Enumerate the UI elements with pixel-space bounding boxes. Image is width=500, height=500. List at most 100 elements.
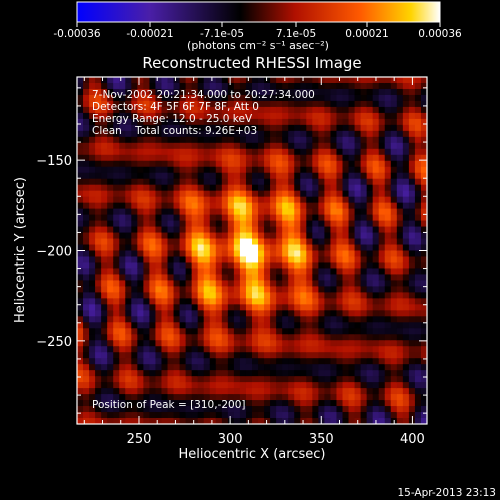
heatmap-cell <box>173 100 181 108</box>
heatmap-cell <box>282 406 289 413</box>
heatmap-cell <box>348 178 356 186</box>
heatmap-cell <box>306 298 313 305</box>
heatmap-cell <box>221 256 229 264</box>
heatmap-cell <box>101 412 108 419</box>
heatmap-cell <box>173 298 181 305</box>
heatmap-cell <box>191 280 199 287</box>
heatmap-cell <box>324 292 332 299</box>
heatmap-cell <box>161 232 169 240</box>
heatmap-cell <box>161 268 169 276</box>
heatmap-cell <box>239 136 247 144</box>
heatmap-cell <box>101 100 108 108</box>
heatmap-cell <box>143 334 151 341</box>
heatmap-cell <box>378 358 386 365</box>
heatmap-cell <box>77 196 84 204</box>
heatmap-cell <box>77 262 84 270</box>
heatmap-cell <box>191 184 199 192</box>
heatmap-cell <box>227 388 235 395</box>
heatmap-cell <box>203 178 211 186</box>
heatmap-cell <box>173 88 181 96</box>
heatmap-cell <box>264 412 271 419</box>
heatmap-cell <box>378 148 386 156</box>
heatmap-cell <box>330 298 338 305</box>
heatmap-cell <box>125 256 132 264</box>
heatmap-cell <box>113 388 120 395</box>
heatmap-cell <box>101 268 108 276</box>
heatmap-cell <box>372 286 380 293</box>
heatmap-cell <box>252 292 259 299</box>
heatmap-cell <box>143 124 151 132</box>
heatmap-cell <box>143 77 151 84</box>
heatmap-cell <box>282 166 289 174</box>
heatmap-cell <box>378 106 386 114</box>
heatmap-cell <box>173 154 181 162</box>
heatmap-cell <box>420 370 427 377</box>
heatmap-cell <box>89 376 96 383</box>
heatmap-cell <box>258 100 265 108</box>
heatmap-cell <box>173 412 181 419</box>
heatmap-cell <box>420 112 427 120</box>
heatmap-cell <box>77 406 84 413</box>
heatmap-cell <box>149 160 157 168</box>
heatmap-cell <box>342 256 350 264</box>
heatmap-cell <box>173 118 181 126</box>
heatmap-cell <box>125 238 132 246</box>
heatmap-cell <box>402 322 410 329</box>
heatmap-cell <box>113 118 120 126</box>
heatmap-cell <box>396 220 404 228</box>
heatmap-cell <box>258 292 265 299</box>
heatmap-cell <box>258 280 265 287</box>
heatmap-cell <box>390 388 398 395</box>
heatmap-cell <box>95 406 102 413</box>
heatmap-cell <box>227 190 235 198</box>
heatmap-cell <box>420 214 427 222</box>
heatmap-cell <box>233 298 241 305</box>
heatmap-cell <box>179 322 187 329</box>
heatmap-cell <box>282 274 289 282</box>
heatmap-cell <box>167 136 175 144</box>
heatmap-cell <box>276 334 283 341</box>
heatmap-cell <box>143 202 151 210</box>
heatmap-cell <box>336 196 344 204</box>
heatmap-cell <box>276 280 283 287</box>
heatmap-cell <box>312 100 319 108</box>
heatmap-cell <box>125 88 132 96</box>
heatmap-cell <box>348 400 356 407</box>
heatmap-cell <box>396 148 404 156</box>
heatmap-cell <box>149 364 157 371</box>
heatmap-cell <box>312 376 319 383</box>
heatmap-cell <box>89 286 96 293</box>
heatmap-cell <box>324 220 332 228</box>
heatmap-cell <box>378 322 386 329</box>
heatmap-cell <box>191 316 199 323</box>
heatmap-cell <box>396 286 404 293</box>
heatmap-cell <box>330 274 338 282</box>
heatmap-cell <box>294 394 301 401</box>
heatmap-cell <box>294 376 301 383</box>
heatmap-cell <box>342 130 350 138</box>
heatmap-cell <box>179 358 187 365</box>
heatmap-cell <box>336 118 344 126</box>
heatmap-cell <box>179 178 187 186</box>
heatmap-cell <box>215 346 223 353</box>
heatmap-cell <box>312 190 319 198</box>
heatmap-cell <box>95 310 102 317</box>
heatmap-cell <box>396 142 404 150</box>
heatmap-cell <box>89 178 96 186</box>
heatmap-cell <box>414 77 422 84</box>
heatmap-cell <box>149 400 157 407</box>
heatmap-cell <box>318 196 326 204</box>
heatmap-cell <box>378 142 386 150</box>
heatmap-cell <box>215 418 223 424</box>
heatmap-cell <box>161 190 169 198</box>
heatmap-cell <box>107 376 114 383</box>
heatmap-cell <box>288 232 295 240</box>
heatmap-cell <box>113 160 120 168</box>
heatmap-cell <box>396 136 404 144</box>
heatmap-cell <box>288 376 295 383</box>
heatmap-cell <box>221 100 229 108</box>
heatmap-cell <box>258 328 265 335</box>
heatmap-cell <box>119 130 126 138</box>
heatmap-cell <box>420 172 427 180</box>
heatmap-cell <box>312 130 319 138</box>
